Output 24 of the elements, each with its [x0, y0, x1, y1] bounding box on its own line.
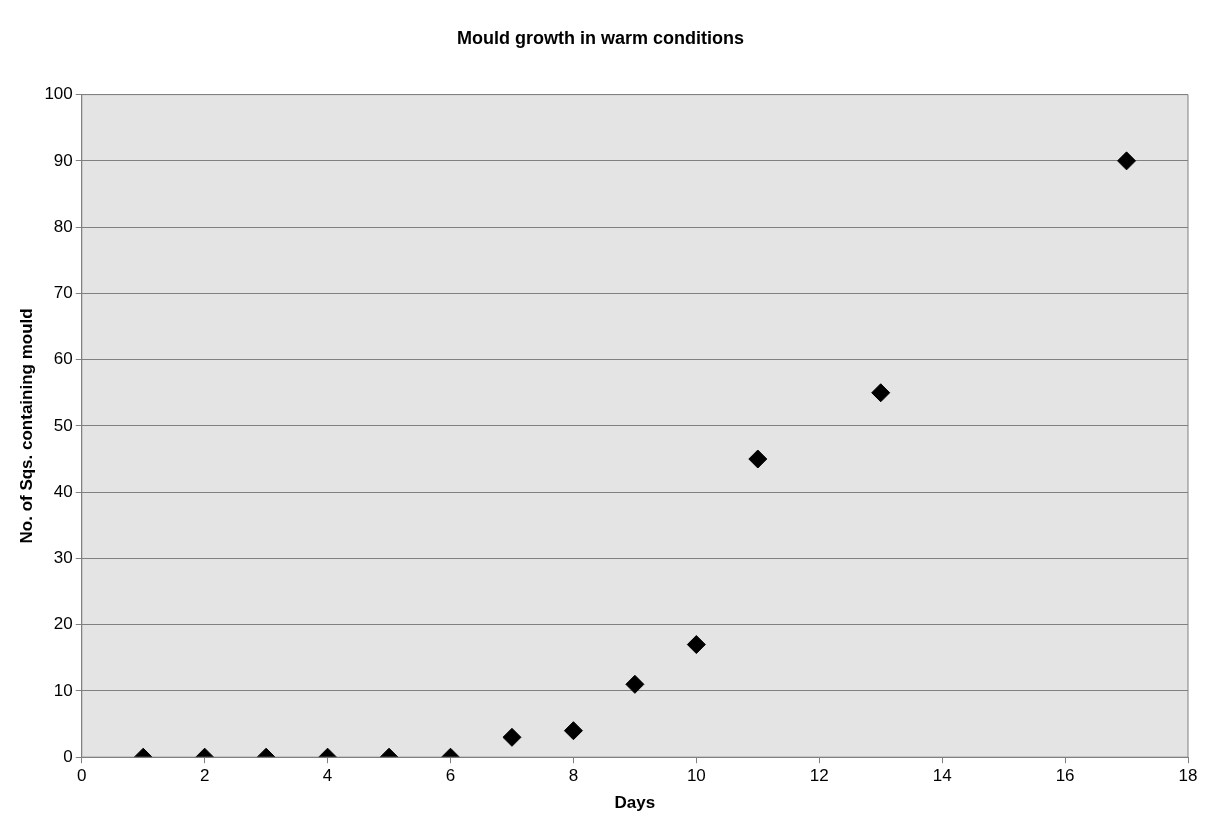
y-tick-label: 100: [44, 84, 73, 104]
x-tick-label: 2: [199, 766, 210, 786]
x-tick-label: 10: [686, 766, 706, 786]
x-tick-label: 14: [932, 766, 952, 786]
chart-title: Mould growth in warm conditions: [457, 27, 744, 48]
x-tick-label: 16: [1055, 766, 1075, 786]
y-tick-label: 80: [53, 216, 73, 236]
y-tick-label: 60: [53, 349, 73, 369]
y-tick-label: 40: [53, 481, 73, 501]
x-tick-label: 6: [445, 766, 456, 786]
x-tick-label: 12: [809, 766, 829, 786]
x-tick-label: 18: [1178, 766, 1198, 786]
x-tick-label: 8: [568, 766, 579, 786]
y-tick-label: 10: [53, 680, 73, 700]
y-tick-label: 0: [63, 746, 73, 766]
y-tick-label: 20: [53, 614, 73, 634]
y-tick-label: 90: [53, 150, 73, 170]
y-axis-title: No. of Sqs. containing mould: [16, 308, 36, 544]
y-tick-label: 70: [53, 283, 73, 303]
y-tick-label: 50: [53, 415, 73, 435]
x-axis-title: Days: [614, 793, 656, 813]
x-tick-label: 0: [77, 766, 87, 786]
y-tick-label: 30: [53, 548, 73, 568]
x-tick-label: 4: [322, 766, 333, 786]
